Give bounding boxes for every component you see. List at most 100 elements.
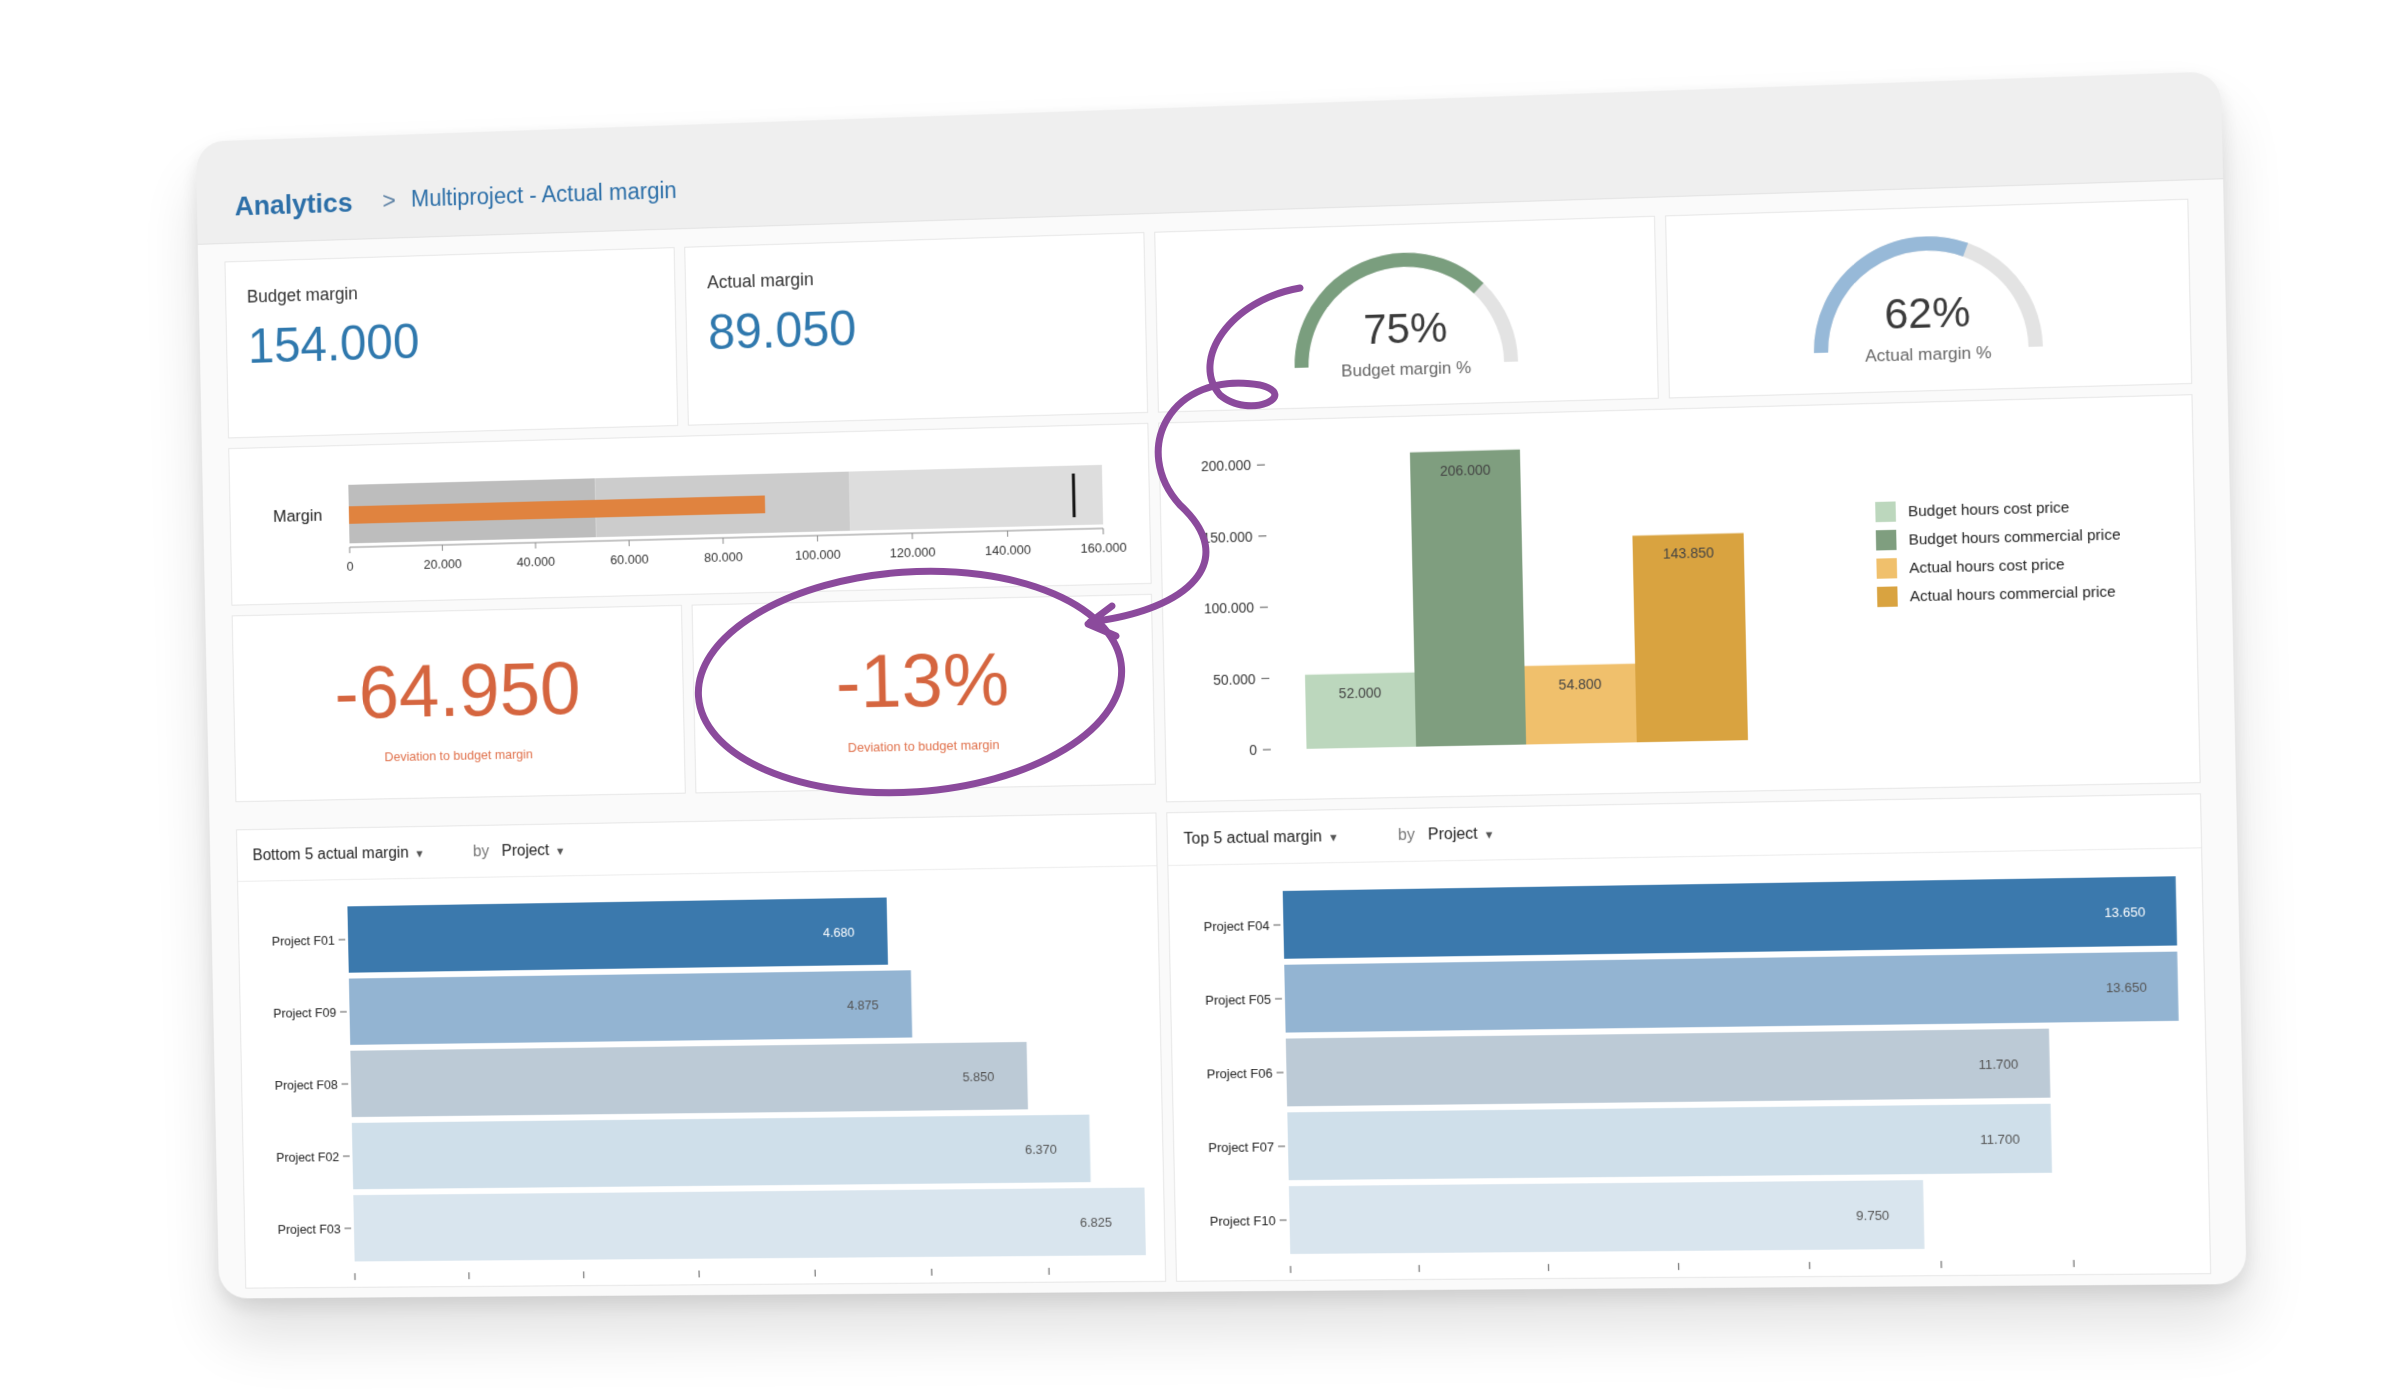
bottom5-dimension-dropdown[interactable]: Project ▼ (501, 842, 565, 861)
h-bar-value-label: 11.700 (1980, 1131, 2020, 1147)
x-tick-label: 2.000 (568, 1285, 600, 1288)
h-bar (1284, 952, 2178, 1033)
x-tick-label: 2.000 (1403, 1279, 1436, 1281)
breadcrumb-separator: > (382, 188, 396, 216)
y-tick-label: 200.000 (1201, 458, 1252, 474)
top5-panel: Top 5 actual margin ▼ by Project ▼ Project… (1166, 793, 2211, 1281)
h-bar-value-label: 6.825 (1080, 1215, 1112, 1230)
h-bar-value-label: 11.700 (1978, 1056, 2018, 1072)
y-tick-label: 100.000 (1204, 600, 1255, 616)
hours-price-chart-card: 0 50.000 100.000 150.000 200.000 52.000 206.00… (1158, 394, 2201, 802)
deviation-abs-card: -64.950 Deviation to budget margin (232, 605, 686, 802)
gauge-percent-text: 62% (1884, 288, 1971, 338)
gauge-percent-text: 75% (1363, 304, 1448, 353)
top5-chart: Project F04 13.650 Project F05 13.650 Projec… (1168, 849, 2210, 1280)
category-label: Project F09 (273, 1005, 336, 1021)
h-bar (1283, 876, 2177, 959)
h-bar (1287, 1104, 2052, 1180)
budget-margin-value: 154.000 (247, 313, 420, 375)
h-bar-value-label: 13.650 (2104, 904, 2145, 920)
actual-margin-value: 89.050 (708, 300, 857, 362)
chevron-down-icon: ▼ (1484, 829, 1495, 841)
deviation-abs-value: -64.950 (233, 643, 683, 738)
deviation-pct-card: -13% Deviation to budget margin (692, 594, 1156, 794)
category-label: Project F02 (276, 1149, 339, 1165)
column-bar (1305, 672, 1416, 748)
category-label: Project F04 (1204, 918, 1270, 934)
bottom5-panel: Bottom 5 actual margin ▼ by Project ▼ Proj… (236, 812, 1166, 1288)
column-value-label: 52.000 (1339, 685, 1382, 701)
h-bar-value-label: 5.850 (962, 1069, 994, 1084)
x-tick-label: 5.000 (916, 1282, 948, 1287)
bottom5-chart: Project F01 4.680 Project F09 4.875 Project … (238, 867, 1165, 1287)
top5-dimension-dropdown[interactable]: Project ▼ (1428, 825, 1495, 844)
breadcrumb-current-page: Multiproject - Actual margin (411, 177, 677, 212)
top5-metric-dropdown[interactable]: Top 5 actual margin ▼ (1183, 828, 1338, 849)
legend-swatch (1876, 530, 1897, 551)
bullet-tick-label: 140.000 (985, 542, 1031, 558)
bullet-tick-label: 60.000 (610, 551, 649, 567)
column-value-label: 54.800 (1558, 676, 1602, 692)
column-value-label: 206.000 (1440, 462, 1491, 479)
x-tick-label: 0 (352, 1287, 359, 1288)
x-tick-label: 4.000 (800, 1283, 832, 1288)
h-bar-value-label: 6.370 (1025, 1142, 1057, 1157)
y-tick-label: 50.000 (1213, 671, 1256, 687)
deviation-pct-label: Deviation to budget margin (695, 734, 1154, 758)
h-bar-value-label: 9.750 (1856, 1208, 1889, 1224)
x-tick-label: 3.000 (684, 1284, 716, 1288)
category-label: Project F08 (275, 1077, 338, 1093)
gauge-label: Actual margin % (1865, 343, 1992, 366)
h-bar (350, 1042, 1028, 1117)
x-tick-label: 6.000 (1033, 1281, 1065, 1287)
h-bar (1289, 1180, 1925, 1254)
x-tick-label: 12.000 (2054, 1274, 2095, 1281)
gauge-label: Budget margin % (1341, 358, 1471, 381)
legend-swatch (1875, 501, 1896, 522)
hours-price-chart: 050.000100.000150.000200.00052.000206.00… (1159, 395, 2199, 801)
budget-margin-label: Budget margin (247, 284, 358, 308)
top5-title: Top 5 actual margin (1183, 828, 1322, 847)
legend-swatch (1877, 586, 1898, 607)
bottom5-by-label: by (473, 843, 490, 861)
x-tick-label: 10.000 (1921, 1275, 1962, 1281)
column-value-label: 143.850 (1663, 546, 1715, 563)
budget-margin-gauge: 75% Budget margin % (1155, 217, 1658, 412)
budget-margin-pct-card: 75% Budget margin % (1154, 216, 1659, 413)
bullet-tick-label: 40.000 (517, 554, 555, 570)
bullet-tick-label: 160.000 (1080, 540, 1127, 556)
h-bar (352, 1115, 1091, 1190)
deviation-abs-label: Deviation to budget margin (235, 743, 684, 767)
h-bar (353, 1188, 1146, 1262)
category-label: Project F07 (1208, 1139, 1274, 1155)
h-bar-value-label: 4.680 (823, 925, 855, 941)
category-label: Project F01 (272, 933, 335, 949)
bottom5-metric-dropdown[interactable]: Bottom 5 actual margin ▼ (252, 845, 424, 866)
deviation-pct-value: -13% (693, 633, 1153, 729)
y-tick-label: 0 (1249, 743, 1257, 758)
breadcrumb-root[interactable]: Analytics (234, 187, 352, 222)
bottom5-title: Bottom 5 actual margin (252, 845, 408, 864)
x-tick-label: 6.000 (1662, 1277, 1695, 1281)
chevron-down-icon: ▼ (414, 848, 425, 860)
top5-dimension: Project (1428, 826, 1478, 844)
h-bar-value-label: 4.875 (847, 997, 879, 1012)
legend-label: Budget hours commercial price (1908, 527, 2120, 549)
h-bar-value-label: 13.650 (2106, 979, 2147, 995)
x-tick-label: 4.000 (1532, 1278, 1565, 1281)
bullet-tick-label: 80.000 (704, 549, 743, 565)
x-tick-label: 0 (1287, 1280, 1294, 1281)
bullet-tick-label: 120.000 (890, 544, 936, 560)
bullet-tick-label: 0 (346, 559, 353, 574)
app-window: Analytics > Multiproject - Actual margin… (196, 71, 2247, 1298)
margin-bullet-card: Margin 0 20.000 40.000 60.000 80.000 100.000 1… (228, 423, 1151, 606)
category-label: Project F06 (1207, 1065, 1273, 1081)
actual-margin-label: Actual margin (707, 269, 814, 293)
actual-margin-pct-card: 62% Actual margin % (1665, 199, 2192, 399)
margin-bullet-chart: Margin 0 20.000 40.000 60.000 80.000 100.000 1… (229, 424, 1150, 605)
actual-margin-card: Actual margin 89.050 (684, 232, 1148, 426)
bullet-tick-label: 100.000 (795, 547, 841, 563)
legend-label: Actual hours cost price (1909, 557, 2065, 577)
h-bar (1286, 1029, 2051, 1107)
